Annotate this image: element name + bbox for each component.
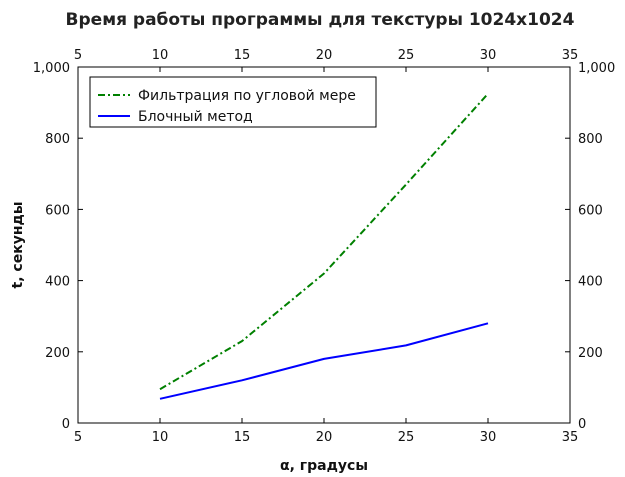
x-tick-label-top-5: 30 xyxy=(480,48,497,63)
y-tick-label-right-4: 800 xyxy=(578,132,603,147)
x-tick-label-top-4: 25 xyxy=(398,48,415,63)
y-tick-label-right-5: 1,000 xyxy=(578,61,615,76)
y-tick-label-left-0: 0 xyxy=(62,417,70,432)
x-axis-title: α, градусы xyxy=(280,458,368,474)
y-axis-title: t, секунды xyxy=(10,202,26,289)
x-tick-label-top-3: 20 xyxy=(316,48,333,63)
y-tick-label-right-1: 200 xyxy=(578,346,603,361)
legend-box xyxy=(89,76,377,128)
x-tick-label-top-2: 15 xyxy=(234,48,251,63)
y-tick-label-left-4: 800 xyxy=(45,132,70,147)
series-layer xyxy=(159,93,489,400)
x-tick-label-bottom-0: 5 xyxy=(74,430,82,445)
x-tick-label-bottom-3: 20 xyxy=(316,430,333,445)
y-tick-label-right-0: 0 xyxy=(578,417,586,432)
x-tick-label-top-0: 5 xyxy=(74,48,82,63)
x-tick-label-bottom-2: 15 xyxy=(234,430,251,445)
y-axis-ticks: 0 0 200 200 400 400 600 600 800 800 1,000 1,000 xyxy=(33,61,615,432)
chart-title: Время работы программы для текстуры 1024… xyxy=(66,10,575,30)
x-tick-label-bottom-6: 35 xyxy=(562,430,579,445)
legend: Фильтрация по угловой мере Блочный метод xyxy=(89,76,377,128)
x-axis-ticks: 5 5 10 10 15 15 20 20 25 25 30 30 35 35 xyxy=(74,48,578,445)
y-tick-label-left-3: 600 xyxy=(45,203,70,218)
y-tick-label-left-1: 200 xyxy=(45,346,70,361)
y-tick-label-left-5: 1,000 xyxy=(33,61,70,76)
y-tick-label-left-2: 400 xyxy=(45,275,70,290)
series-line-2 xyxy=(159,322,489,400)
series-line-1 xyxy=(159,93,489,391)
x-tick-label-bottom-4: 25 xyxy=(398,430,415,445)
legend-label-series-2: Блочный метод xyxy=(138,109,253,125)
x-tick-label-bottom-5: 30 xyxy=(480,430,497,445)
legend-label-series-1: Фильтрация по угловой мере xyxy=(138,88,356,104)
x-tick-label-top-1: 10 xyxy=(152,48,169,63)
y-tick-label-right-3: 600 xyxy=(578,203,603,218)
y-tick-label-right-2: 400 xyxy=(578,275,603,290)
x-tick-label-bottom-1: 10 xyxy=(152,430,169,445)
x-tick-label-top-6: 35 xyxy=(562,48,579,63)
